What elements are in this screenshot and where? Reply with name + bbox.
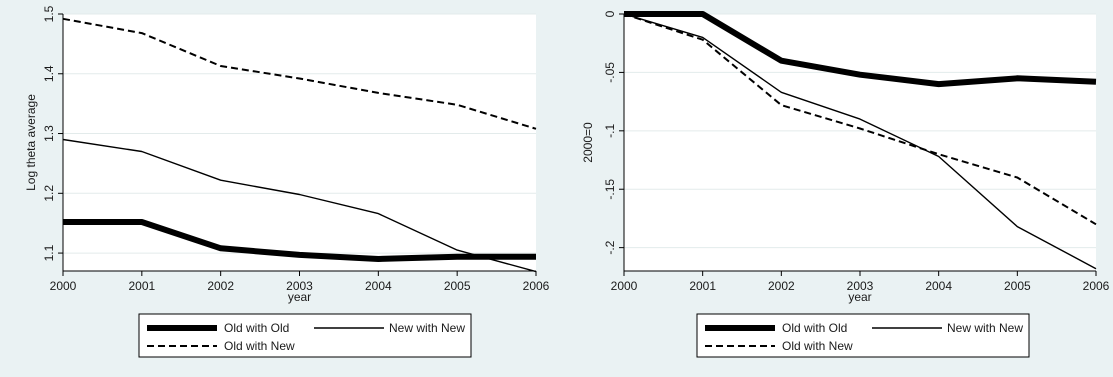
- x-tick-label: 2002: [768, 279, 795, 293]
- series-line-thick: [63, 219, 536, 262]
- legend-label: New with New: [947, 321, 1023, 335]
- legend-label: Old with New: [224, 339, 295, 353]
- series-line-thick: [624, 11, 1097, 88]
- x-tick-label: 2005: [1004, 279, 1031, 293]
- chart-panel-right: 0 -.05 -.1 -.15 -.2 2000 2001 2002 2003 2004 2005 2…: [581, 10, 1110, 358]
- x-tick-label: 2002: [207, 279, 234, 293]
- y-tick-label: -.1: [603, 123, 617, 137]
- y-axis-title: 2000=0: [581, 122, 595, 163]
- plot-area: [624, 14, 1096, 271]
- y-tick-label: -.15: [603, 179, 617, 200]
- plot-area: [63, 14, 536, 271]
- x-tick-label: 2003: [286, 279, 313, 293]
- x-tick-label: 2004: [365, 279, 392, 293]
- x-tick-label: 2005: [444, 279, 471, 293]
- y-tick-label: -.05: [603, 62, 617, 83]
- series-line-thin: [623, 13, 1097, 270]
- x-tick-label: 2000: [50, 279, 77, 293]
- x-tick-label: 2004: [925, 279, 952, 293]
- legend-label: Old with New: [782, 339, 853, 353]
- legend-label: Old with Old: [782, 321, 847, 335]
- x-axis-title: year: [848, 290, 871, 304]
- y-tick-label: 1.2: [42, 185, 56, 202]
- y-tick-label: 1.4: [42, 65, 56, 82]
- y-axis-title: Log theta average: [24, 94, 38, 191]
- legend-label: Old with Old: [224, 321, 289, 335]
- legend-label: New with New: [389, 321, 465, 335]
- series-line-dashed: [62, 17, 537, 130]
- y-tick-label: 1.1: [42, 244, 56, 261]
- x-tick-label: 2003: [847, 279, 874, 293]
- chart-panel-left: 1.1 1.2 1.3 1.4 1.5 2000 2001 2002 2003 2004 2005 2…: [24, 5, 550, 358]
- x-tick-label: 2001: [128, 279, 155, 293]
- y-tick-label: 1.3: [42, 125, 56, 142]
- x-axis-title: year: [288, 290, 311, 304]
- x-tick-label: 2006: [523, 279, 550, 293]
- legend: [138, 313, 472, 358]
- y-tick-label: 0: [603, 10, 617, 17]
- series-line-thin: [62, 138, 537, 273]
- series-line-dashed: [623, 13, 1097, 226]
- x-tick-label: 2001: [689, 279, 716, 293]
- y-tick-label: 1.5: [42, 5, 56, 22]
- y-tick-label: -.2: [603, 240, 617, 254]
- x-tick-label: 2000: [611, 279, 638, 293]
- x-tick-label: 2006: [1083, 279, 1110, 293]
- legend: [696, 313, 1030, 358]
